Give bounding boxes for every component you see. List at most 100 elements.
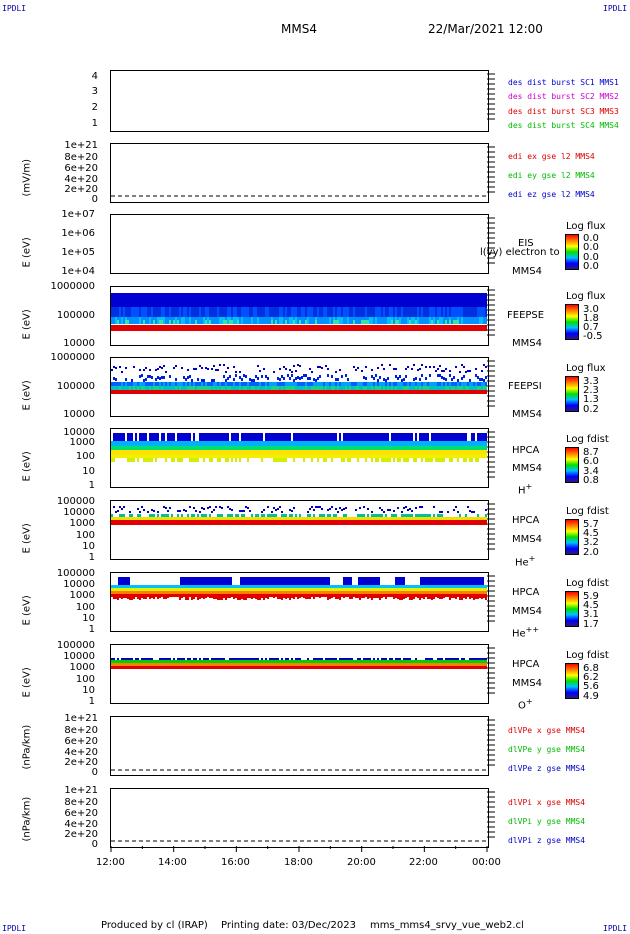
spectro-cell	[451, 450, 453, 454]
spectro-cell	[131, 450, 133, 454]
spectro-cell	[485, 509, 487, 511]
spectro-cell	[153, 591, 155, 594]
p2-legend-2: edi ey gse l2 MMS4	[508, 171, 595, 180]
spectro-cell	[153, 585, 155, 588]
spectro-cell	[235, 663, 237, 666]
spectro-cell	[223, 517, 225, 520]
spectro-cell	[265, 517, 267, 520]
spectro-cell	[139, 511, 141, 513]
spectro-cell	[327, 446, 329, 450]
spectro-cell	[403, 585, 405, 588]
spectro-cell	[369, 441, 371, 446]
spectro-cell	[387, 509, 389, 511]
spectro-cell	[121, 382, 123, 386]
spectro-cell	[383, 660, 385, 663]
spectro-cell	[327, 382, 329, 386]
spectro-cell	[425, 591, 427, 594]
spectro-cell	[235, 374, 237, 377]
spectro-cell	[155, 382, 157, 386]
spectro-cell	[141, 666, 143, 669]
spectro-cell	[463, 382, 465, 386]
spectro-cell	[287, 660, 289, 663]
spectro-cell	[191, 660, 193, 663]
spectro-cell	[453, 450, 455, 454]
spectro-cell	[187, 663, 189, 666]
spectro-cell	[321, 441, 323, 446]
spectro-cell	[207, 446, 209, 450]
spectro-cell	[365, 660, 367, 663]
spectro-cell	[407, 317, 409, 324]
spectro-cell	[241, 591, 243, 594]
spectro-cell	[259, 585, 261, 588]
spectro-cell	[263, 454, 265, 458]
spectro-cell	[375, 441, 377, 446]
spectro-cell	[163, 307, 165, 317]
spectro-cell	[249, 378, 251, 381]
spectro-cell	[335, 378, 337, 381]
spectro-cell	[457, 517, 459, 520]
spectro-cell	[299, 441, 301, 446]
spectro-cell	[277, 454, 279, 458]
spectro-cell	[391, 663, 393, 666]
spectro-cell	[417, 594, 419, 598]
spectro-cell	[141, 594, 143, 598]
spectro-cell	[273, 386, 275, 390]
spectro-cell	[177, 658, 179, 660]
spectro-cell	[343, 663, 345, 666]
spectro-cell	[427, 454, 429, 458]
spectro-cell	[209, 320, 211, 324]
spectro-cell	[419, 514, 421, 517]
spectro-cell	[155, 307, 157, 317]
spectro-cell	[305, 660, 307, 663]
spectro-cell	[373, 514, 375, 517]
spectro-cell	[357, 307, 359, 317]
spectro-cell	[221, 517, 223, 520]
spectro-cell	[395, 594, 397, 598]
spectro-cell	[437, 585, 439, 588]
spectro-cell	[363, 663, 365, 666]
spectro-cell	[267, 450, 269, 454]
spectro-cell	[265, 446, 267, 450]
spectro-cell	[333, 591, 335, 594]
spectro-cell	[407, 366, 409, 368]
spectro-cell	[155, 591, 157, 594]
spectro-cell	[271, 454, 273, 458]
spectro-cell	[215, 433, 217, 441]
spectro-cell	[271, 450, 273, 454]
spectro-cell	[247, 386, 249, 390]
spectro-cell	[371, 666, 373, 669]
spectro-cell	[339, 454, 341, 458]
spectro-cell	[163, 666, 165, 669]
spectro-cell	[241, 510, 243, 512]
spectro-cell	[343, 386, 345, 390]
spectro-cell	[483, 663, 485, 666]
spectro-cell	[343, 666, 345, 669]
spectro-cell	[149, 514, 151, 517]
spectro-cell	[449, 458, 451, 462]
spectro-cell	[243, 510, 245, 512]
spectro-cell	[317, 377, 319, 380]
spectro-cell	[393, 307, 395, 317]
spectro-cell	[483, 307, 485, 317]
spectro-cell	[325, 663, 327, 666]
spectro-cell	[395, 386, 397, 390]
spectro-cell	[127, 594, 129, 599]
spectro-cell	[483, 446, 485, 450]
spectro-cell	[313, 293, 315, 307]
p5-cval: 0.2	[583, 404, 599, 415]
spectro-cell	[405, 588, 407, 591]
footer-producer: Produced by cl (IRAP)	[101, 920, 208, 931]
spectro-cell	[187, 386, 189, 390]
spectro-cell	[427, 382, 429, 386]
spectro-cell	[195, 517, 197, 520]
spectro-cell	[143, 458, 145, 462]
p7-cval: 4.5	[583, 528, 599, 539]
spectro-cell	[147, 293, 149, 307]
spectro-cell	[291, 663, 293, 666]
spectro-cell	[371, 369, 373, 371]
spectro-cell	[181, 594, 183, 598]
spectro-cell	[229, 585, 231, 588]
spectro-cell	[441, 663, 443, 666]
spectro-cell	[277, 307, 279, 317]
spectro-cell	[293, 591, 295, 594]
